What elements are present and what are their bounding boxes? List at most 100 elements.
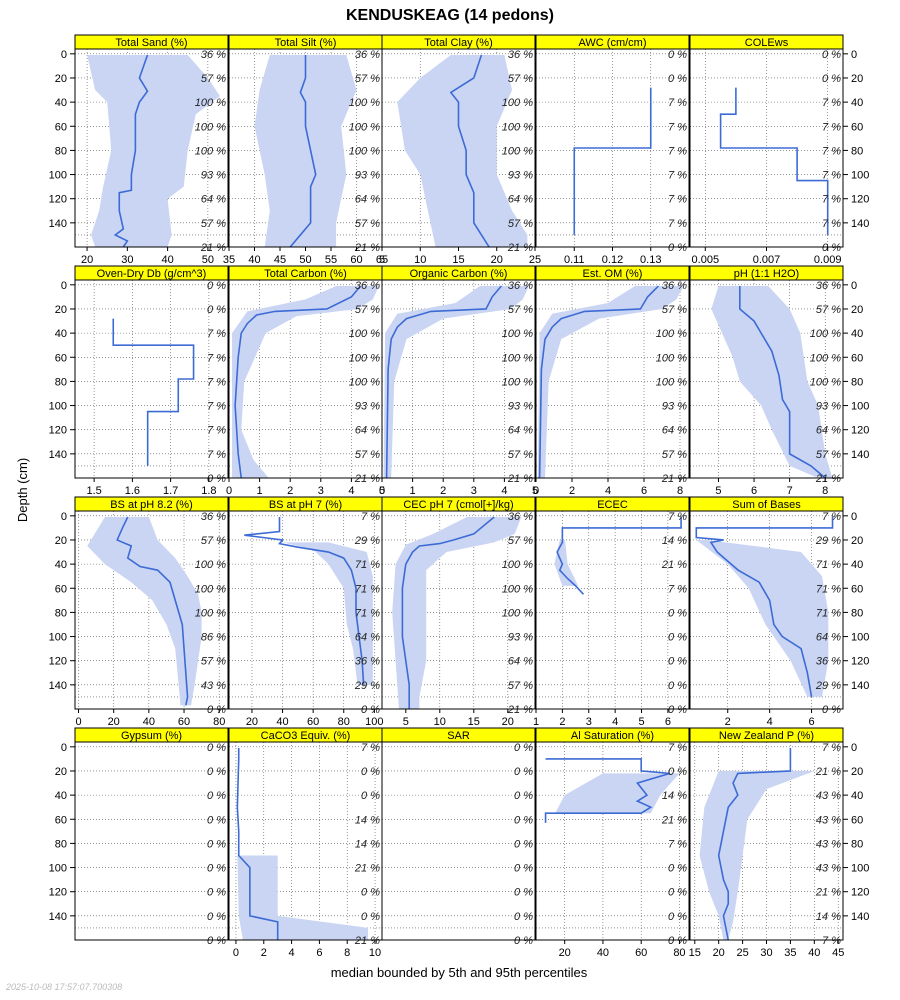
pct-label: 7 % [668,742,687,754]
x-tick-label: 20 [502,716,514,728]
pct-label: 71 % [355,583,380,595]
pct-label: 7 % [822,742,841,754]
x-tick-label: 20 [81,254,93,266]
x-tick-label: 6 [751,485,757,497]
pct-label: 0 % [207,911,226,923]
pct-label: 7 % [207,401,226,413]
pct-label: 21 % [354,935,380,947]
pct-label: 100 % [195,97,226,109]
pct-label: 36 % [816,280,841,292]
y-tick-label: 120 [851,194,869,206]
y-tick-label: 0 [851,49,857,61]
x-tick-label: 45 [832,947,844,959]
percentile-band [383,286,529,478]
percentile-band [711,286,833,478]
pct-label: 7 % [207,376,226,388]
pct-label: 36 % [355,656,380,668]
pct-label: 7 % [668,121,687,133]
panel-border [381,279,536,479]
pct-label: 100 % [349,376,380,388]
pct-label: 0 % [361,911,380,923]
x-tick-label: 2 [440,485,446,497]
pct-label: 7 % [822,97,841,109]
x-tick-label: 0 [379,485,385,497]
pct-label: 14 % [662,790,687,802]
pct-label: 21 % [507,242,533,254]
panel: Total Sand (%) 36 % 57 % 100 % 100 % 100 % 93 … [49,34,229,266]
pct-label: 36 % [816,656,841,668]
median-line [538,285,659,479]
pct-label: 7 % [668,170,687,182]
panel: Al Saturation (%) 7 % 0 % 14 % 21 % 7 % 0 % 0 %… [535,727,690,959]
pct-label: 21 % [661,559,687,571]
pct-label: 93 % [816,401,841,413]
y-tick-label: 100 [851,863,869,875]
pct-label: 21 % [354,473,380,485]
pct-label: 57 % [508,218,533,230]
x-tick-label: 1.7 [163,485,178,497]
y-tick-label: 120 [49,425,67,437]
median-line [289,55,317,248]
pct-label: 57 % [201,73,226,85]
percentile-band [232,286,379,478]
panel: Total Clay (%) 36 % 57 % 100 % 100 % 100 % 93 … [379,34,541,266]
x-tick-label: 25 [529,254,541,266]
x-tick-label: 60 [307,716,319,728]
y-tick-label: 0 [61,280,67,292]
x-tick-label: 4 [289,947,295,959]
x-tick-label: 5 [379,254,385,266]
pct-label: 0 % [668,887,687,899]
panel: CEC pH 7 (cmol[+]/kg)36 % 57 % 100 % 100 % 1… [381,496,536,728]
x-tick-label: 15 [689,947,701,959]
x-tick-label: 80 [673,947,685,959]
y-tick-label: 80 [851,145,863,157]
pct-label: 57 % [508,680,533,692]
pct-label: 64 % [201,194,226,206]
pct-label: 0 % [668,607,687,619]
pct-label: 0 % [207,473,226,485]
pct-label: 0 % [514,814,533,826]
pct-label: 21 % [507,704,533,716]
median-line [236,748,279,940]
panel-border [535,510,690,710]
pct-label: 100 % [195,583,226,595]
y-tick-label: 40 [851,790,863,802]
percentile-band [554,539,579,586]
median-line [385,285,502,479]
pct-label: 93 % [508,632,533,644]
median-line [544,758,671,823]
x-tick-label: 0 [533,485,539,497]
panel-border [535,279,690,479]
y-tick-label: 120 [49,887,67,899]
pct-label: 7 % [822,218,841,230]
y-tick-label: 100 [49,632,67,644]
timestamp: 2025-10-08 17:57:07.700308 [5,982,122,992]
pct-label: 0 % [207,704,226,716]
pct-label: 0 % [668,632,687,644]
pct-label: 36 % [508,49,533,61]
pct-label: 0 % [361,887,380,899]
x-tick-label: 20 [246,716,258,728]
panel: New Zealand P (%) 7 % 21 % 43 % 43 % 43 % 43 %… [689,727,869,959]
panel-title: SAR [447,730,470,742]
y-tick-label: 80 [55,376,67,388]
x-tick-label: 40 [276,716,288,728]
y-tick-label: 0 [851,511,857,523]
y-tick-label: 120 [49,656,67,668]
pct-label: 36 % [355,49,380,61]
y-tick-label: 0 [61,742,67,754]
percentile-band [87,517,202,706]
pct-label: 0 % [822,242,841,254]
y-tick-label: 80 [55,145,67,157]
y-tick-label: 100 [49,401,67,413]
x-tick-label: 8 [344,947,350,959]
x-tick-label: 0.13 [640,254,661,266]
panel-title: Gypsum (%) [121,730,182,742]
x-tick-label: 40 [161,254,173,266]
x-tick-label: 0.009 [814,254,842,266]
percentile-band [696,539,829,697]
y-tick-label: 140 [851,680,869,692]
x-tick-label: 1 [533,716,539,728]
y-tick-label: 40 [55,97,67,109]
